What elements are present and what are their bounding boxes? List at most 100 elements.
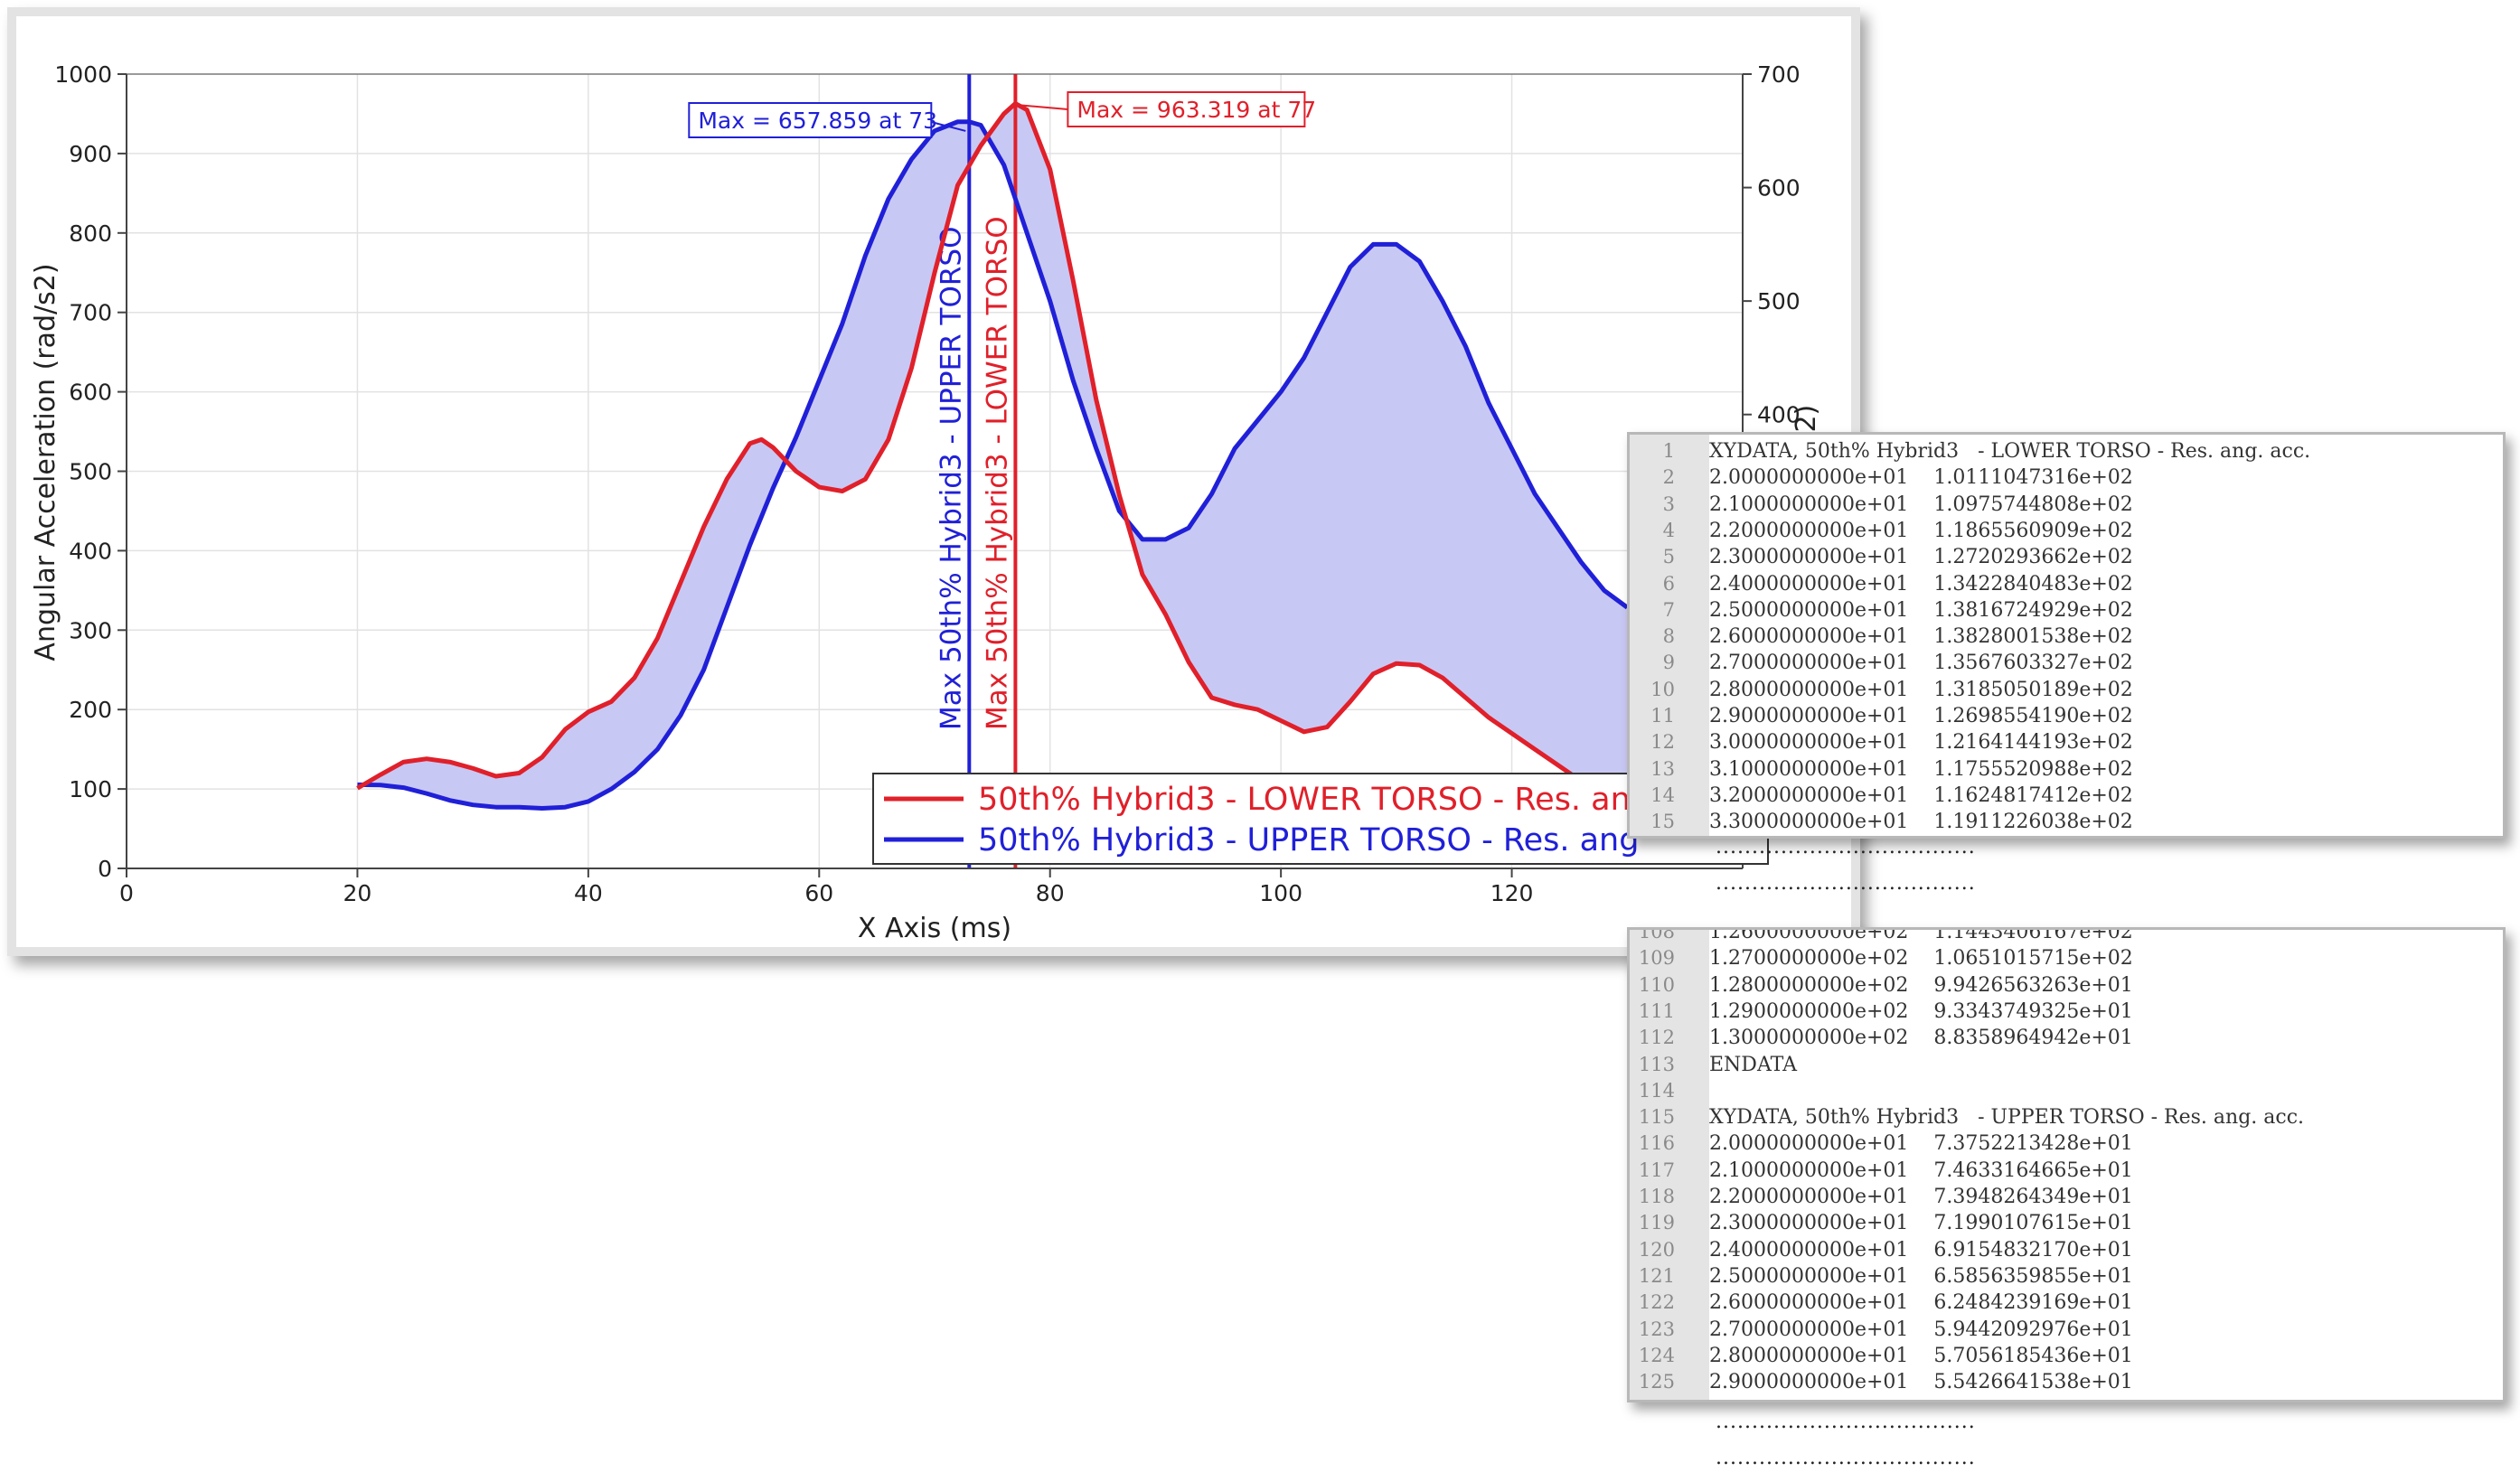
line-text: 3.1000000000e+01 1.1755520988e+02 xyxy=(1709,757,2133,781)
line-text: 2.3000000000e+01 1.2720293662e+02 xyxy=(1709,546,2133,569)
code-panel-bottom: 108 1.2600000000e+02 1.1443406167e+02 109 1… xyxy=(1627,927,2506,1402)
line-text: 2.8000000000e+01 1.3185050189e+02 xyxy=(1709,678,2133,701)
y-axis-label: Angular Acceleration (rad/s2) xyxy=(30,263,61,661)
y-tick-label: 300 xyxy=(69,617,112,643)
line-number: 3 xyxy=(1662,492,1675,515)
x-tick-label: 120 xyxy=(1490,880,1534,906)
line-text: 2.4000000000e+01 1.3422840483e+02 xyxy=(1709,572,2133,596)
y-right-tick-label: 600 xyxy=(1757,175,1801,202)
line-text: 1.2900000000e+02 9.3343749325e+01 xyxy=(1709,999,2133,1023)
max-annotation-leader xyxy=(931,121,966,132)
line-number: 119 xyxy=(1638,1212,1675,1234)
ellipsis-1: .................................... xyxy=(1716,836,1976,858)
line-number: 10 xyxy=(1650,678,1675,700)
y-tick-label: 700 xyxy=(69,300,112,326)
chart-svg: Max 50th% Hybrid3 - UPPER TORSO Max 50th%… xyxy=(30,61,1822,944)
annotations: Max = 657.859 at 73 Max = 963.319 at 77 xyxy=(688,91,1316,138)
line-text: 2.6000000000e+01 1.3828001538e+02 xyxy=(1709,625,2133,649)
y-tick-label: 400 xyxy=(69,538,112,564)
x-tick-label: 0 xyxy=(119,880,134,906)
line-number: 117 xyxy=(1638,1158,1675,1181)
line-number: 2 xyxy=(1662,466,1675,489)
y-tick-label: 1000 xyxy=(54,61,112,88)
line-text: 2.3000000000e+01 7.1990107615e+01 xyxy=(1709,1212,2133,1235)
line-text: 2.5000000000e+01 1.3816724929e+02 xyxy=(1709,598,2133,622)
line-number: 8 xyxy=(1662,625,1675,648)
series-line-lower-torso xyxy=(356,101,1629,802)
line-text: 2.7000000000e+01 1.3567603327e+02 xyxy=(1709,652,2133,675)
line-number: 125 xyxy=(1638,1371,1675,1393)
max-annotation-lower: Max = 963.319 at 77 xyxy=(1077,97,1316,123)
line-number: 112 xyxy=(1638,1027,1675,1049)
fill-area xyxy=(357,103,1628,809)
line-text: ENDATA xyxy=(1709,1053,1797,1076)
line-number: 124 xyxy=(1638,1344,1675,1366)
line-number: 122 xyxy=(1638,1291,1675,1314)
line-text: 1.3000000000e+02 8.8358964942e+01 xyxy=(1709,1027,2133,1050)
line-text: 2.1000000000e+01 7.4633164665e+01 xyxy=(1709,1158,2133,1182)
y-right-tick-label: 400 xyxy=(1757,402,1801,428)
code-panel-top: 1 XYDATA, 50th% Hybrid3 - LOWER TORSO - R… xyxy=(1627,432,2506,839)
x-tick-label: 60 xyxy=(804,880,833,906)
line-text: 3.2000000000e+01 1.1624817412e+02 xyxy=(1709,783,2133,807)
x-tick-label: 20 xyxy=(343,880,372,906)
y-tick-label: 600 xyxy=(69,380,112,406)
line-number: 11 xyxy=(1650,705,1675,727)
line-text: 2.0000000000e+01 1.0111047316e+02 xyxy=(1709,466,2133,490)
line-number: 7 xyxy=(1662,598,1675,621)
legend-entry: 50th% Hybrid3 - LOWER TORSO - Res. an xyxy=(978,782,1631,818)
legend-entry: 50th% Hybrid3 - UPPER TORSO - Res. ang xyxy=(978,822,1639,858)
line-text: 2.1000000000e+01 1.0975744808e+02 xyxy=(1709,492,2133,516)
x-tick-label: 100 xyxy=(1259,880,1302,906)
line-number: 113 xyxy=(1638,1053,1675,1075)
line-number: 109 xyxy=(1638,947,1675,970)
ellipsis-4: .................................... xyxy=(1716,1447,1976,1469)
line-number: 123 xyxy=(1638,1318,1675,1340)
y-tick-label: 800 xyxy=(69,220,112,247)
line-text: 2.2000000000e+01 7.3948264349e+01 xyxy=(1709,1186,2133,1208)
line-number: 4 xyxy=(1662,519,1675,541)
line-number: 13 xyxy=(1650,757,1675,780)
axes: 0100200300400500600700800900100040050060… xyxy=(30,61,1822,944)
max-marker-label: Max 50th% Hybrid3 - LOWER TORSO xyxy=(981,216,1013,730)
line-number: 1 xyxy=(1662,440,1675,462)
line-number: 120 xyxy=(1638,1238,1675,1261)
line-text: 2.8000000000e+01 5.7056185436e+01 xyxy=(1709,1344,2133,1367)
line-number: 14 xyxy=(1650,783,1675,806)
y-right-tick-label: 500 xyxy=(1757,288,1801,314)
line-text: 2.5000000000e+01 6.5856359855e+01 xyxy=(1709,1264,2133,1288)
line-text: 2.2000000000e+01 1.1865560909e+02 xyxy=(1709,519,2133,542)
y-right-tick-label: 700 xyxy=(1757,61,1801,88)
ellipsis-2: .................................... xyxy=(1716,872,1976,895)
ellipsis-3: .................................... xyxy=(1716,1411,1976,1433)
line-text: 2.9000000000e+01 5.5426641538e+01 xyxy=(1709,1371,2133,1394)
series-line-upper-torso xyxy=(357,119,1629,811)
max-annotation-box xyxy=(688,102,933,138)
x-axis-label: X Axis (ms) xyxy=(858,913,1011,944)
line-text: XYDATA, 50th% Hybrid3 - LOWER TORSO - Re… xyxy=(1709,440,2311,463)
line-number: 110 xyxy=(1638,973,1675,996)
line-text: 3.3000000000e+01 1.1911226038e+02 xyxy=(1709,811,2133,834)
line-text: 2.6000000000e+01 6.2484239169e+01 xyxy=(1709,1291,2133,1315)
chart-window: Max 50th% Hybrid3 - UPPER TORSO Max 50th%… xyxy=(7,7,1860,956)
line-number: 121 xyxy=(1638,1264,1675,1287)
line-number: 9 xyxy=(1662,652,1675,674)
x-tick-label: 80 xyxy=(1036,880,1065,906)
fill-between xyxy=(357,103,1628,809)
x-tick-label: 40 xyxy=(574,880,603,906)
line-text: 2.4000000000e+01 6.9154832170e+01 xyxy=(1709,1238,2133,1262)
line-number: 118 xyxy=(1638,1186,1675,1207)
line-number-gutter xyxy=(1630,930,1709,1400)
line-text: XYDATA, 50th% Hybrid3 - UPPER TORSO - Re… xyxy=(1709,1106,2305,1130)
line-number: 115 xyxy=(1638,1106,1675,1129)
line-text: 1.2700000000e+02 1.0651015715e+02 xyxy=(1709,947,2133,971)
line-number: 5 xyxy=(1662,546,1675,568)
line-number: 12 xyxy=(1650,731,1675,754)
line-text: 3.0000000000e+01 1.2164144193e+02 xyxy=(1709,731,2133,755)
line-number-gutter xyxy=(1630,435,1709,836)
line-number: 114 xyxy=(1638,1079,1675,1102)
max-annotation-upper: Max = 657.859 at 73 xyxy=(698,108,937,134)
line-text: 2.0000000000e+01 7.3752213428e+01 xyxy=(1709,1132,2133,1156)
y-tick-label: 500 xyxy=(69,459,112,485)
series-lines xyxy=(356,101,1629,811)
